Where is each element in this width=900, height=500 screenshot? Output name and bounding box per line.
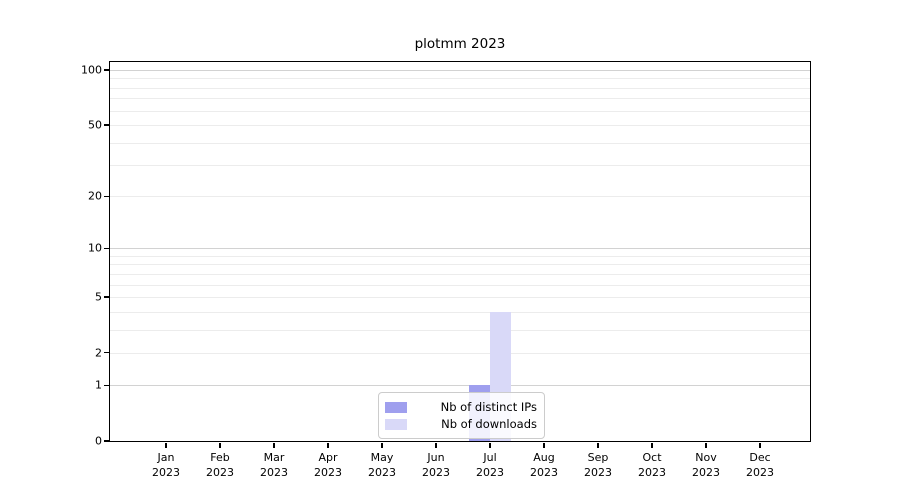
x-tick-label: Nov 2023 (692, 451, 720, 479)
gridline-minor (110, 196, 810, 198)
x-tick-label: Aug 2023 (530, 451, 558, 479)
x-tick-mark (759, 442, 761, 448)
gridline-minor (110, 142, 810, 144)
gridline-minor (110, 164, 810, 166)
x-tick-label: Jun 2023 (422, 451, 450, 479)
y-tick-label: 100 (81, 63, 102, 77)
legend-swatch-downloads (385, 418, 407, 430)
legend-item-downloads: Nb of downloads (385, 416, 537, 431)
y-tick-label: 50 (88, 118, 102, 132)
gridline-major (110, 70, 810, 71)
gridline-major (110, 385, 810, 387)
y-tick-mark (103, 247, 110, 249)
x-tick-label: Jan 2023 (152, 451, 180, 479)
x-tick-label: Mar 2023 (260, 451, 288, 479)
y-tick-mark (103, 296, 110, 298)
x-tick-mark (273, 442, 275, 448)
x-tick-label: Dec 2023 (746, 451, 774, 479)
y-tick-mark (103, 440, 110, 442)
y-tick-mark (103, 124, 110, 126)
y-tick-label: 20 (88, 189, 102, 203)
y-tick-mark (103, 384, 110, 386)
x-tick-mark (219, 442, 221, 448)
x-tick-mark (489, 442, 491, 448)
gridline-minor (110, 284, 810, 286)
y-tick-label: 5 (95, 290, 102, 304)
legend-label-distinct-ips: Nb of distinct IPs (440, 399, 537, 414)
gridline-major (110, 248, 810, 250)
x-tick-label: Feb 2023 (206, 451, 234, 479)
gridline-minor (110, 87, 810, 89)
legend: Nb of distinct IPs Nb of downloads (378, 392, 545, 439)
gridline-minor (110, 264, 810, 266)
x-tick-mark (543, 442, 545, 448)
chart-title: plotmm 2023 (414, 36, 506, 52)
gridline-minor (110, 98, 810, 100)
gridline-minor (110, 329, 810, 331)
gridline-minor (110, 110, 810, 112)
x-tick-mark (327, 442, 329, 448)
y-tick-mark (103, 351, 110, 354)
gridline-minor (110, 273, 810, 275)
y-tick-label: 2 (95, 346, 102, 360)
y-tick-label: 10 (88, 241, 102, 255)
x-tick-label: Sep 2023 (584, 451, 612, 479)
x-tick-mark (597, 442, 599, 448)
y-tick-label: 0 (95, 434, 102, 448)
gridline-minor (110, 255, 810, 257)
legend-item-distinct-ips: Nb of distinct IPs (385, 399, 537, 414)
x-tick-mark (165, 442, 167, 448)
x-tick-mark (435, 442, 437, 448)
gridline-minor (110, 78, 810, 80)
gridline-minor (110, 352, 810, 354)
legend-swatch-distinct-ips (385, 401, 407, 413)
y-tick-mark (103, 195, 110, 197)
gridline-minor (110, 297, 810, 298)
gridline-minor (110, 124, 810, 126)
gridline-minor (110, 311, 810, 313)
x-tick-label: Apr 2023 (314, 451, 342, 479)
y-tick-label: 1 (95, 378, 102, 392)
x-tick-label: May 2023 (368, 451, 396, 479)
x-tick-label: Jul 2023 (476, 451, 504, 479)
x-tick-mark (705, 442, 707, 448)
legend-label-downloads: Nb of downloads (441, 416, 537, 431)
y-tick-mark (103, 69, 110, 71)
x-tick-mark (651, 442, 653, 448)
plot-area (110, 62, 810, 441)
x-tick-mark (381, 442, 383, 448)
x-tick-label: Oct 2023 (638, 451, 666, 479)
